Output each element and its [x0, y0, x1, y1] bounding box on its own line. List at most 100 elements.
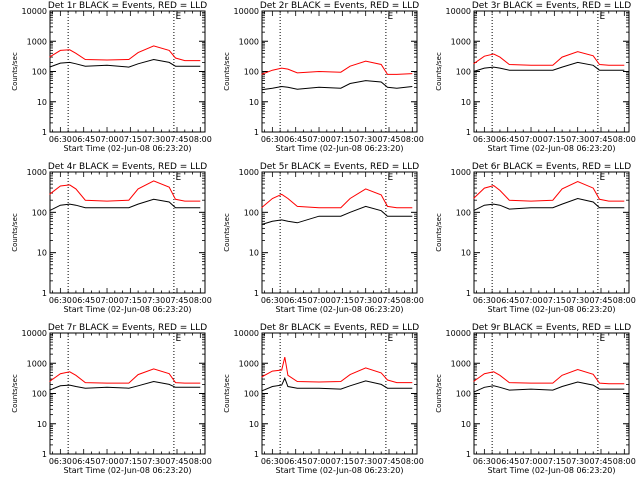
panel-title: Det 7r BLACK = Events, RED = LLD	[48, 323, 207, 333]
panel-title: Det 2r BLACK = Events, RED = LLD	[260, 1, 419, 11]
x-tick-label: 07:00	[307, 457, 330, 466]
y-tick-label: 10	[461, 98, 471, 107]
x-tick-label: 06:45	[72, 135, 95, 144]
panel-det-7: Det 7r BLACK = Events, RED = LLD 1 10 100 10…	[11, 323, 212, 475]
x-tick-label: 07:30	[142, 296, 165, 305]
y-tick-label: 1000	[451, 37, 471, 46]
x-axis-label: Start Time (02-Jun-08 06:23:20)	[276, 144, 404, 153]
series-events-line	[473, 197, 625, 212]
y-axis-label: Counts/sec	[435, 213, 443, 252]
x-axis-label: Start Time (02-Jun-08 06:23:20)	[64, 144, 192, 153]
x-tick-label: 06:30	[473, 135, 496, 144]
series-events-line	[473, 61, 625, 72]
panel-det-9: Det 9r BLACK = Events, RED = LLD 1 10 100 10…	[435, 323, 636, 475]
series-lld-line	[261, 60, 413, 75]
panel-title: Det 5r BLACK = Events, RED = LLD	[260, 162, 419, 172]
plot-frame	[261, 10, 418, 133]
x-tick-label: 06:45	[496, 457, 519, 466]
x-tick-label: 08:00	[189, 296, 212, 305]
x-tick-label: 07:30	[354, 457, 377, 466]
x-tick-label: 07:45	[589, 135, 612, 144]
series-lld-line	[261, 356, 413, 384]
x-tick-label: 06:30	[49, 457, 72, 466]
x-tick-label: 07:00	[307, 296, 330, 305]
y-tick-label: 10	[461, 249, 471, 258]
x-tick-label: 08:00	[401, 457, 424, 466]
x-tick-label: 06:45	[72, 457, 95, 466]
y-tick-label: 10	[461, 420, 471, 429]
y-tick-label: 100	[456, 208, 471, 217]
x-tick-label: 07:00	[519, 296, 542, 305]
y-axis-label: Counts/sec	[11, 213, 19, 252]
y-tick-label: 10000	[234, 329, 259, 338]
x-tick-label: 08:00	[189, 457, 212, 466]
series-lld-line	[49, 45, 201, 62]
y-tick-label: 10000	[446, 7, 471, 16]
x-tick-label: 07:30	[566, 457, 589, 466]
y-tick-label: 1	[254, 450, 259, 459]
y-tick-label: 10	[37, 249, 47, 258]
y-tick-label: 1	[466, 450, 471, 459]
panel-det-4: Det 4r BLACK = Events, RED = LLD 1 10 100 10…	[11, 162, 212, 314]
y-tick-label: 100	[244, 68, 259, 77]
x-axis-label: Start Time (02-Jun-08 06:23:20)	[276, 305, 404, 314]
y-tick-label: 1000	[239, 168, 259, 177]
y-tick-label: 100	[32, 68, 47, 77]
y-tick-label: 100	[32, 390, 47, 399]
y-tick-label: 10000	[22, 329, 47, 338]
x-tick-label: 06:30	[261, 135, 284, 144]
x-tick-label: 07:15	[119, 135, 142, 144]
panel-title: Det 3r BLACK = Events, RED = LLD	[472, 1, 631, 11]
marker-label: E	[599, 173, 605, 183]
x-tick-label: 06:30	[473, 296, 496, 305]
series-events-line	[49, 58, 201, 68]
marker-label: E	[175, 12, 181, 22]
x-tick-label: 07:30	[142, 457, 165, 466]
x-tick-label: 06:30	[261, 457, 284, 466]
y-tick-label: 1	[42, 289, 47, 298]
plot-frame	[49, 332, 206, 455]
x-tick-label: 07:15	[331, 457, 354, 466]
marker-label: E	[175, 334, 181, 344]
x-tick-label: 06:30	[261, 296, 284, 305]
series-lld-line	[473, 368, 625, 385]
x-axis-label: Start Time (02-Jun-08 06:23:20)	[488, 305, 616, 314]
x-axis-label: Start Time (02-Jun-08 06:23:20)	[64, 466, 192, 475]
marker-label: E	[387, 334, 393, 344]
y-axis-label: Counts/sec	[223, 374, 231, 413]
y-tick-label: 10000	[22, 7, 47, 16]
y-tick-label: 1000	[27, 168, 47, 177]
x-axis-label: Start Time (02-Jun-08 06:23:20)	[64, 305, 192, 314]
panel-title: Det 1r BLACK = Events, RED = LLD	[48, 1, 207, 11]
panel-title: Det 4r BLACK = Events, RED = LLD	[48, 162, 207, 172]
series-events-line	[49, 380, 201, 391]
y-tick-label: 1	[254, 289, 259, 298]
x-tick-label: 08:00	[189, 135, 212, 144]
y-tick-label: 100	[456, 68, 471, 77]
y-tick-label: 1	[466, 289, 471, 298]
panel-title: Det 6r BLACK = Events, RED = LLD	[472, 162, 631, 172]
y-tick-label: 1000	[451, 168, 471, 177]
panel-det-2: Det 2r BLACK = Events, RED = LLD 1 10 100 10…	[223, 1, 424, 153]
marker-label: E	[599, 334, 605, 344]
y-tick-label: 10	[249, 420, 259, 429]
y-tick-label: 1	[254, 128, 259, 137]
y-tick-label: 1000	[239, 359, 259, 368]
x-tick-label: 08:00	[401, 296, 424, 305]
series-events-line	[473, 381, 625, 393]
y-tick-label: 10	[249, 98, 259, 107]
plot-frame	[49, 171, 206, 294]
marker-label: E	[599, 12, 605, 22]
x-tick-label: 08:00	[401, 135, 424, 144]
series-lld-line	[473, 180, 625, 202]
x-tick-label: 07:45	[377, 135, 400, 144]
marker-label: E	[387, 173, 393, 183]
x-tick-label: 07:00	[95, 296, 118, 305]
plot-frame	[49, 10, 206, 133]
x-tick-label: 07:00	[519, 135, 542, 144]
marker-label: E	[175, 173, 181, 183]
x-tick-label: 07:00	[519, 457, 542, 466]
y-axis-label: Counts/sec	[435, 374, 443, 413]
x-tick-label: 07:15	[331, 135, 354, 144]
series-events-line	[261, 80, 413, 91]
